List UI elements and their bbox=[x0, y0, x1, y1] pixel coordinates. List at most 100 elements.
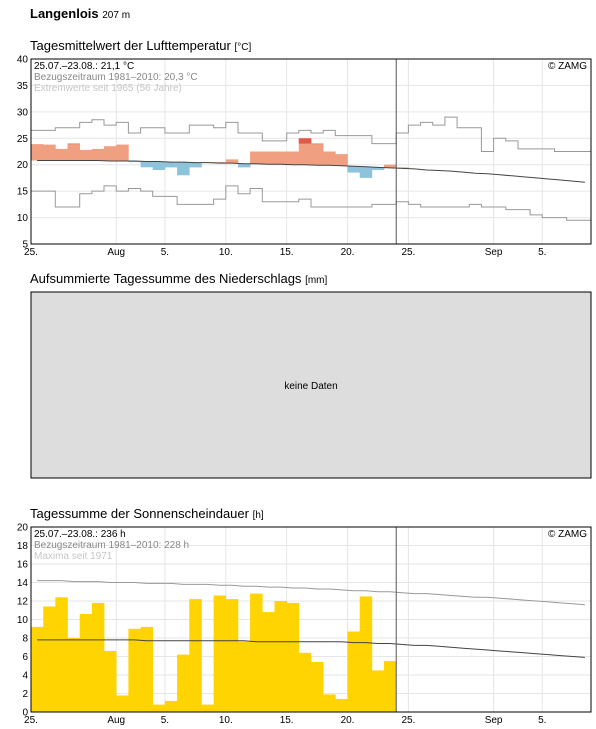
sun-x-tick-label: Sep bbox=[485, 715, 503, 726]
temp-y-tick-label: 40 bbox=[17, 55, 29, 66]
sunshine-unit: [h] bbox=[252, 510, 264, 521]
sunshine-title-text: Tagessumme der Sonnenscheindauer bbox=[30, 506, 249, 521]
sunshine-chart-title: Tagessumme der Sonnenscheindauer [h] bbox=[30, 506, 264, 521]
temp-anomaly-bar bbox=[298, 138, 312, 165]
temp-x-tick-label: 25. bbox=[401, 247, 415, 258]
temperature-unit: [°C] bbox=[234, 42, 252, 53]
temp-anomaly-bar bbox=[91, 148, 105, 161]
precip-no-data-label: keine Daten bbox=[284, 381, 337, 392]
sun-x-tick-label: 15. bbox=[280, 715, 294, 726]
precipitation-unit: [mm] bbox=[305, 275, 328, 286]
sun-y-tick-label: 18 bbox=[17, 541, 29, 552]
temp-anomaly-bar bbox=[55, 148, 68, 161]
sun-bar bbox=[371, 670, 385, 712]
temp-x-tick-label: 10. bbox=[219, 247, 233, 258]
temp-max-line bbox=[31, 116, 591, 152]
sun-bar bbox=[213, 595, 227, 712]
temp-anomaly-bar bbox=[31, 144, 44, 161]
temperature-chart-title: Tagesmittelwert der Lufttemperatur [°C] bbox=[30, 38, 251, 53]
temp-anomaly-bar-high bbox=[311, 143, 324, 145]
temperature-title-text: Tagesmittelwert der Lufttemperatur bbox=[30, 38, 231, 53]
sun-bar bbox=[104, 651, 117, 712]
temp-x-tick-label: 25. bbox=[24, 247, 38, 258]
sun-bar bbox=[225, 599, 239, 712]
temp-x-tick-label: Sep bbox=[485, 247, 503, 258]
temp-anomaly-bar bbox=[238, 163, 251, 168]
sun-x-tick-label: 25. bbox=[401, 715, 415, 726]
sun-bar bbox=[177, 654, 190, 712]
temp-anomaly-bar bbox=[79, 149, 93, 161]
temp-anomaly-bar bbox=[128, 161, 141, 163]
sun-x-tick-label: 10. bbox=[219, 715, 233, 726]
sun-bar bbox=[152, 704, 166, 712]
sun-y-tick-label: 4 bbox=[22, 671, 28, 682]
temp-anomaly-bar bbox=[67, 143, 80, 161]
sun-bar bbox=[43, 606, 56, 712]
sun-x-tick-label: Aug bbox=[107, 715, 125, 726]
temp-anomaly-bar bbox=[286, 151, 300, 165]
sun-bar bbox=[274, 601, 287, 712]
sun-frame bbox=[30, 526, 592, 713]
temp-frame bbox=[30, 58, 592, 245]
sun-bar bbox=[128, 628, 141, 713]
sun-bar bbox=[359, 596, 373, 712]
temp-anomaly-bar bbox=[225, 159, 239, 164]
precipitation-title-text: Aufsummierte Tagessumme des Niederschlag… bbox=[30, 271, 302, 286]
temp-source-label: © ZAMG bbox=[548, 61, 587, 72]
temp-x-tick-label: 15. bbox=[280, 247, 294, 258]
temp-anomaly-bar bbox=[262, 151, 275, 165]
temp-x-tick-label: 5. bbox=[538, 247, 546, 258]
sun-y-tick-label: 16 bbox=[17, 560, 29, 571]
sun-bar bbox=[250, 593, 263, 712]
temp-annotation-extremes: Extremwerte seit 1965 (56 Jahre) bbox=[34, 83, 182, 94]
sun-bar bbox=[347, 631, 360, 712]
temp-anomaly-bar bbox=[347, 166, 360, 173]
sun-y-tick-label: 20 bbox=[17, 523, 29, 534]
sun-y-tick-label: 8 bbox=[22, 634, 28, 645]
sun-bar bbox=[323, 694, 336, 712]
temp-x-tick-label: 20. bbox=[341, 247, 355, 258]
temp-anomaly-bar bbox=[116, 144, 129, 161]
temp-anomaly-bar bbox=[140, 161, 154, 168]
sun-x-tick-label: 25. bbox=[24, 715, 38, 726]
station-altitude: 207 m bbox=[102, 10, 131, 21]
temp-y-tick-label: 20 bbox=[17, 160, 29, 171]
temp-normal-line bbox=[37, 160, 585, 183]
sun-bar bbox=[91, 602, 105, 712]
sun-max-line bbox=[37, 580, 585, 606]
temp-y-tick-label: 15 bbox=[17, 187, 29, 198]
temp-anomaly-bar bbox=[384, 164, 397, 168]
sun-bar bbox=[201, 704, 214, 712]
sun-y-tick-label: 12 bbox=[17, 597, 29, 608]
sun-bar bbox=[67, 638, 80, 712]
sun-annotation-maxima: Maxima seit 1971 bbox=[34, 551, 113, 562]
temp-anomaly-bar bbox=[104, 146, 117, 161]
sun-x-tick-label: 20. bbox=[341, 715, 355, 726]
temp-anomaly-bar bbox=[359, 166, 373, 178]
sun-y-tick-label: 14 bbox=[17, 578, 29, 589]
temp-anomaly-bar bbox=[43, 144, 56, 161]
sun-bar bbox=[286, 602, 300, 712]
sun-annotation-period: 25.07.–23.08.: 236 h bbox=[34, 529, 126, 540]
temp-anomaly-bar bbox=[274, 151, 287, 165]
sun-x-tick-label: 5. bbox=[538, 715, 546, 726]
sun-y-tick-label: 10 bbox=[17, 615, 29, 626]
sun-bar bbox=[384, 661, 397, 712]
station-header: Langenlois 207 m bbox=[30, 6, 130, 21]
temp-anomaly-bar bbox=[189, 162, 202, 168]
temp-y-tick-label: 10 bbox=[17, 213, 29, 224]
temp-anomaly-bar bbox=[323, 151, 336, 166]
sun-bar bbox=[311, 662, 324, 712]
temp-annotation-reference: Bezugszeitraum 1981–2010: 20,3 °C bbox=[34, 72, 198, 83]
temp-annotation-period: 25.07.–23.08.: 21,1 °C bbox=[34, 61, 134, 72]
temp-y-tick-label: 25 bbox=[17, 134, 29, 145]
precip-frame bbox=[30, 291, 592, 479]
temp-anomaly-bar bbox=[250, 151, 263, 164]
sun-bar bbox=[31, 626, 44, 712]
sun-source-label: © ZAMG bbox=[548, 529, 587, 540]
station-name: Langenlois bbox=[30, 6, 99, 21]
temp-anomaly-bar bbox=[335, 154, 348, 166]
temp-anomaly-bar bbox=[311, 143, 324, 166]
sun-y-tick-label: 6 bbox=[22, 652, 28, 663]
